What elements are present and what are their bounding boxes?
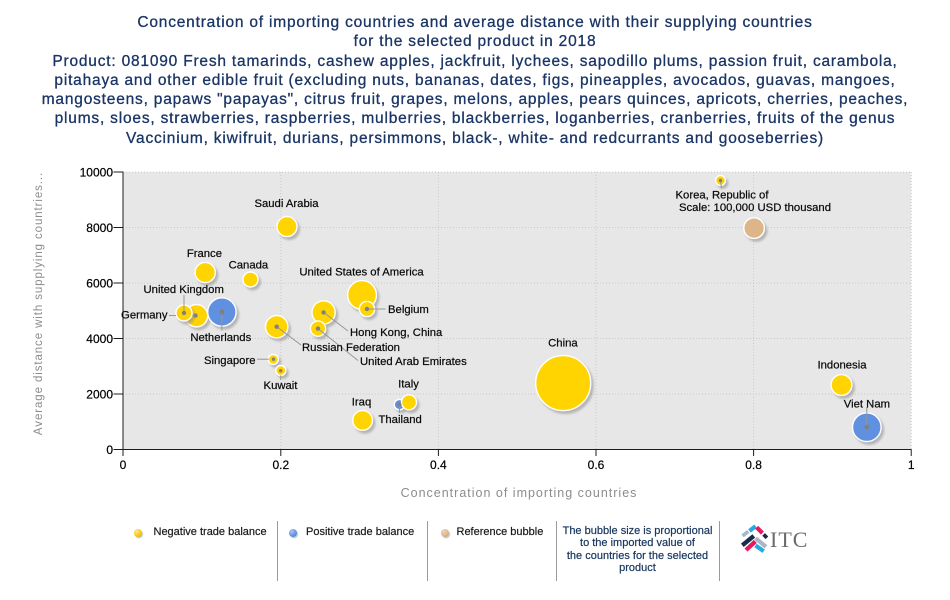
svg-text:Viet Nam: Viet Nam bbox=[844, 398, 890, 410]
svg-text:Korea, Republic of: Korea, Republic of bbox=[676, 190, 770, 202]
svg-text:4000: 4000 bbox=[86, 332, 113, 346]
svg-text:Concentration of importing cou: Concentration of importing countries bbox=[401, 486, 638, 500]
svg-text:Scale: 100,000 USD thousand: Scale: 100,000 USD thousand bbox=[679, 202, 831, 214]
svg-text:United Arab Emirates: United Arab Emirates bbox=[360, 356, 467, 368]
svg-text:Indonesia: Indonesia bbox=[818, 360, 868, 372]
svg-text:0: 0 bbox=[120, 458, 127, 472]
svg-text:0: 0 bbox=[106, 443, 113, 457]
svg-text:China: China bbox=[548, 338, 578, 350]
svg-text:Saudi Arabia: Saudi Arabia bbox=[254, 198, 319, 210]
svg-text:Singapore: Singapore bbox=[204, 355, 256, 367]
svg-text:Netherlands: Netherlands bbox=[190, 332, 251, 344]
svg-text:Kuwait: Kuwait bbox=[264, 380, 299, 392]
svg-text:8000: 8000 bbox=[86, 221, 113, 235]
svg-text:Hong Kong, China: Hong Kong, China bbox=[350, 327, 443, 339]
svg-text:Thailand: Thailand bbox=[379, 414, 422, 426]
svg-text:Belgium: Belgium bbox=[388, 304, 429, 316]
svg-text:0.2: 0.2 bbox=[272, 458, 289, 472]
svg-text:Italy: Italy bbox=[398, 378, 419, 390]
svg-text:Germany: Germany bbox=[121, 310, 168, 322]
svg-text:0.8: 0.8 bbox=[745, 458, 762, 472]
svg-text:1: 1 bbox=[908, 458, 915, 472]
svg-text:United Kingdom: United Kingdom bbox=[144, 284, 224, 296]
svg-text:ITC: ITC bbox=[770, 527, 808, 552]
svg-text:6000: 6000 bbox=[86, 277, 113, 291]
svg-text:0.4: 0.4 bbox=[430, 458, 447, 472]
svg-text:0.6: 0.6 bbox=[588, 458, 605, 472]
svg-text:Russian Federation: Russian Federation bbox=[302, 342, 400, 354]
svg-text:Canada: Canada bbox=[229, 259, 269, 271]
svg-text:2000: 2000 bbox=[86, 388, 113, 402]
svg-text:France: France bbox=[187, 248, 222, 260]
svg-text:Average distance with suppl: Average distance with supplying countrie… bbox=[33, 172, 45, 435]
svg-text:10000: 10000 bbox=[80, 166, 114, 180]
svg-text:United States of America: United States of America bbox=[299, 267, 424, 279]
svg-text:Iraq: Iraq bbox=[352, 397, 371, 409]
